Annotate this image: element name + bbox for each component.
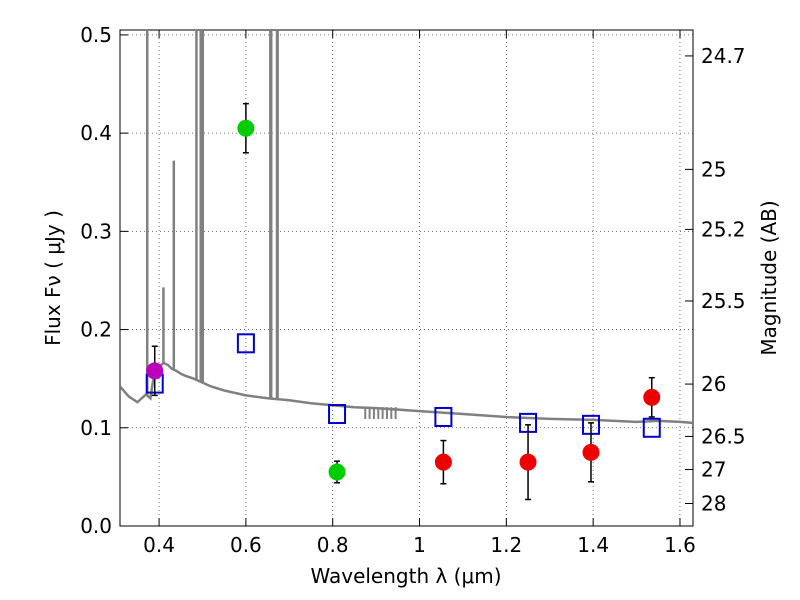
x-tick-label: 0.6: [230, 533, 262, 557]
observed-red-point: [434, 453, 452, 471]
grid-layer: [120, 30, 693, 527]
y2-tick-label: 25: [701, 157, 726, 181]
y-tick-label: 0.5: [80, 23, 112, 47]
marker-layer: [145, 102, 661, 501]
y-tick-label: 0.0: [80, 514, 112, 538]
x-tick-label: 1: [413, 533, 426, 557]
x-tick-label: 1.6: [664, 533, 696, 557]
observed-red-point: [643, 388, 661, 406]
y-tick-label: 0.3: [80, 219, 112, 243]
model-bandpass-square: [642, 417, 661, 438]
y-tick-label: 0.4: [80, 121, 112, 145]
model-bandpass-square: [328, 404, 347, 425]
observed-red-point: [519, 453, 537, 471]
y2-tick-label: 25.2: [701, 217, 746, 241]
observed-green-point: [237, 119, 255, 137]
y2-tick-label: 26.5: [701, 424, 746, 448]
y2-tick-label: 28: [701, 492, 726, 516]
y2-tick-label: 27: [701, 458, 726, 482]
observed-green-point: [328, 463, 346, 481]
y2-tick-label: 26: [701, 372, 726, 396]
x-axis-label: Wavelength λ (μm): [310, 564, 501, 588]
y2-tick-label: 25.5: [701, 289, 746, 313]
x-tick-label: 1.2: [490, 533, 522, 557]
x-tick-label: 1.4: [577, 533, 609, 557]
tick-layer: 0.4 0.6 0.8 1 1.2 1.4 1.6 0.0 0.1 0.2 0.3 0.4 0.5 24.…: [80, 23, 745, 557]
model-spectrum-line: [120, 361, 693, 425]
plot-frame: [119, 29, 694, 527]
y-tick-label: 0.1: [80, 416, 112, 440]
model-bandpass-square: [236, 333, 255, 354]
observed-magenta-point: [146, 362, 164, 380]
y-tick-label: 0.2: [80, 318, 112, 342]
y2-axis-label: Magnitude (AB): [757, 200, 781, 355]
model-bandpass-square: [434, 406, 453, 427]
data-layer: [120, 30, 693, 425]
y-axis-label: Flux Fν ( μJy ): [41, 210, 65, 346]
observed-red-point: [582, 443, 600, 461]
x-tick-label: 0.8: [317, 533, 349, 557]
x-tick-label: 0.4: [143, 533, 175, 557]
y2-tick-label: 24.7: [701, 44, 746, 68]
